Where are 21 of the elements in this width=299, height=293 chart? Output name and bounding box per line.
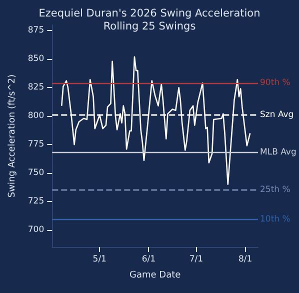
ref-line-label: Szn Avg — [260, 110, 294, 120]
y-tick-label: 750 — [28, 168, 44, 178]
y-tick-label: 700 — [28, 224, 44, 235]
chart-subtitle: Rolling 25 Swings — [103, 20, 196, 32]
x-tick-label: 8/1 — [238, 254, 252, 264]
chart-title: Ezequiel Duran's 2026 Swing Acceleration — [38, 8, 260, 20]
ref-line-label: 10th % — [260, 214, 290, 225]
x-tick-label: 5/1 — [92, 254, 106, 264]
y-tick-label: 775 — [28, 140, 44, 150]
ref-line-label: 90th % — [260, 78, 290, 88]
x-tick-label: 7/1 — [189, 254, 204, 264]
y-tick-label: 875 — [28, 26, 44, 36]
x-tick-label: 6/1 — [142, 254, 156, 264]
y-axis-title: Swing Acceleration (ft/s^2) — [8, 74, 18, 198]
ref-line-label: 25th % — [260, 185, 290, 196]
x-axis-title: Game Date — [129, 270, 182, 280]
ref-line-label: MLB Avg — [260, 148, 296, 158]
y-tick-label: 850 — [28, 54, 44, 64]
y-tick-label: 825 — [28, 82, 44, 93]
y-tick-label: 725 — [28, 196, 44, 206]
y-tick-label: 800 — [28, 111, 44, 122]
